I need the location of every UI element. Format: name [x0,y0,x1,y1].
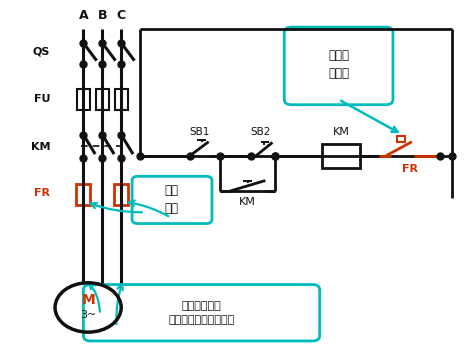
Text: KM: KM [31,142,50,152]
Text: A: A [79,9,88,22]
Bar [114,184,128,205]
Text: 电流成回路，
只要接两相就可以了。: 电流成回路， 只要接两相就可以了。 [168,301,235,325]
Text: QS: QS [33,47,50,57]
Text: C: C [117,9,126,22]
Text: FU: FU [34,95,50,104]
Text: B: B [98,9,107,22]
Bar [96,89,109,110]
Bar [77,89,90,110]
Bar [115,89,128,110]
Text: KM: KM [239,197,256,207]
Text: 热继电
器触头: 热继电 器触头 [328,48,349,80]
Bar [397,136,405,142]
Bar [76,184,91,205]
Text: 3~: 3~ [80,309,96,320]
Text: M: M [81,293,95,307]
Text: FR: FR [401,164,418,174]
Text: SB2: SB2 [250,127,271,137]
Text: FR: FR [34,188,50,198]
Text: SB1: SB1 [189,127,210,137]
Bar [322,143,360,168]
Text: 发热
元件: 发热 元件 [165,184,179,216]
Text: KM: KM [333,127,349,137]
